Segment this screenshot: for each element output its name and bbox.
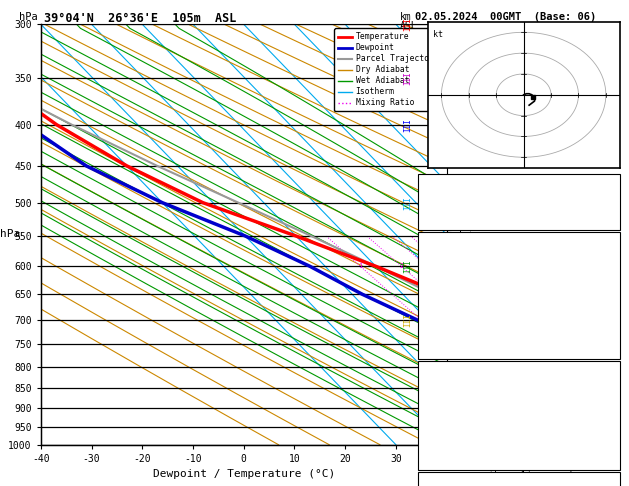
Text: 0: 0 bbox=[611, 323, 617, 333]
Text: Lifted Index: Lifted Index bbox=[421, 417, 496, 427]
Text: km: km bbox=[399, 12, 411, 22]
Text: III: III bbox=[403, 196, 412, 209]
Text: θₑ (K): θₑ (K) bbox=[421, 399, 459, 409]
Text: III: III bbox=[403, 17, 412, 31]
Text: III: III bbox=[403, 71, 412, 85]
Text: 3: 3 bbox=[425, 263, 429, 269]
Text: Totals Totals: Totals Totals bbox=[421, 194, 502, 204]
Text: Temp (°C): Temp (°C) bbox=[421, 253, 477, 263]
Text: III: III bbox=[403, 118, 412, 132]
Text: 4: 4 bbox=[443, 263, 448, 269]
Text: kt: kt bbox=[433, 30, 443, 39]
Text: 02.05.2024  00GMT  (Base: 06): 02.05.2024 00GMT (Base: 06) bbox=[415, 12, 596, 22]
Text: 4: 4 bbox=[611, 417, 617, 427]
Text: III: III bbox=[403, 313, 412, 327]
Text: 0: 0 bbox=[611, 340, 617, 350]
Text: 43: 43 bbox=[604, 194, 617, 204]
Text: LCL: LCL bbox=[450, 422, 468, 432]
Text: 900: 900 bbox=[598, 382, 617, 392]
Text: 312: 312 bbox=[598, 288, 617, 298]
Text: 1.74: 1.74 bbox=[592, 211, 617, 222]
Text: 314: 314 bbox=[598, 399, 617, 409]
Text: K: K bbox=[421, 176, 427, 187]
Text: ASL: ASL bbox=[399, 21, 417, 31]
Text: 2: 2 bbox=[399, 263, 404, 269]
Text: 39°04'N  26°36'E  105m  ASL: 39°04'N 26°36'E 105m ASL bbox=[44, 12, 237, 25]
Text: Hodograph: Hodograph bbox=[491, 475, 547, 486]
Text: © weatheronline.co.uk: © weatheronline.co.uk bbox=[462, 471, 576, 480]
Text: 11.7: 11.7 bbox=[592, 270, 617, 280]
Text: CIN (J): CIN (J) bbox=[421, 340, 465, 350]
Text: PW (cm): PW (cm) bbox=[421, 211, 465, 222]
Text: CIN (J): CIN (J) bbox=[421, 451, 465, 462]
Text: Pressure (mb): Pressure (mb) bbox=[421, 382, 502, 392]
X-axis label: Dewpoint / Temperature (°C): Dewpoint / Temperature (°C) bbox=[153, 469, 335, 479]
Legend: Temperature, Dewpoint, Parcel Trajectory, Dry Adiabat, Wet Adiabat, Isotherm, Mi: Temperature, Dewpoint, Parcel Trajectory… bbox=[334, 28, 443, 111]
Text: 1: 1 bbox=[359, 263, 362, 269]
Text: hPa: hPa bbox=[19, 12, 38, 22]
Text: 0: 0 bbox=[611, 451, 617, 462]
Text: 11: 11 bbox=[604, 176, 617, 187]
Text: 0: 0 bbox=[611, 434, 617, 444]
Text: Most Unstable: Most Unstable bbox=[478, 364, 560, 374]
Text: Dewp (°C): Dewp (°C) bbox=[421, 270, 477, 280]
Text: 6: 6 bbox=[611, 305, 617, 315]
Text: Surface: Surface bbox=[497, 235, 541, 245]
Text: θₑ(K): θₑ(K) bbox=[421, 288, 452, 298]
Text: Lifted Index: Lifted Index bbox=[421, 305, 496, 315]
Text: 15: 15 bbox=[604, 253, 617, 263]
Text: hPa: hPa bbox=[1, 229, 21, 240]
Text: CAPE (J): CAPE (J) bbox=[421, 323, 470, 333]
Y-axis label: Mixing Ratio (g/kg): Mixing Ratio (g/kg) bbox=[464, 179, 474, 290]
Text: CAPE (J): CAPE (J) bbox=[421, 434, 470, 444]
Text: III: III bbox=[403, 260, 412, 273]
